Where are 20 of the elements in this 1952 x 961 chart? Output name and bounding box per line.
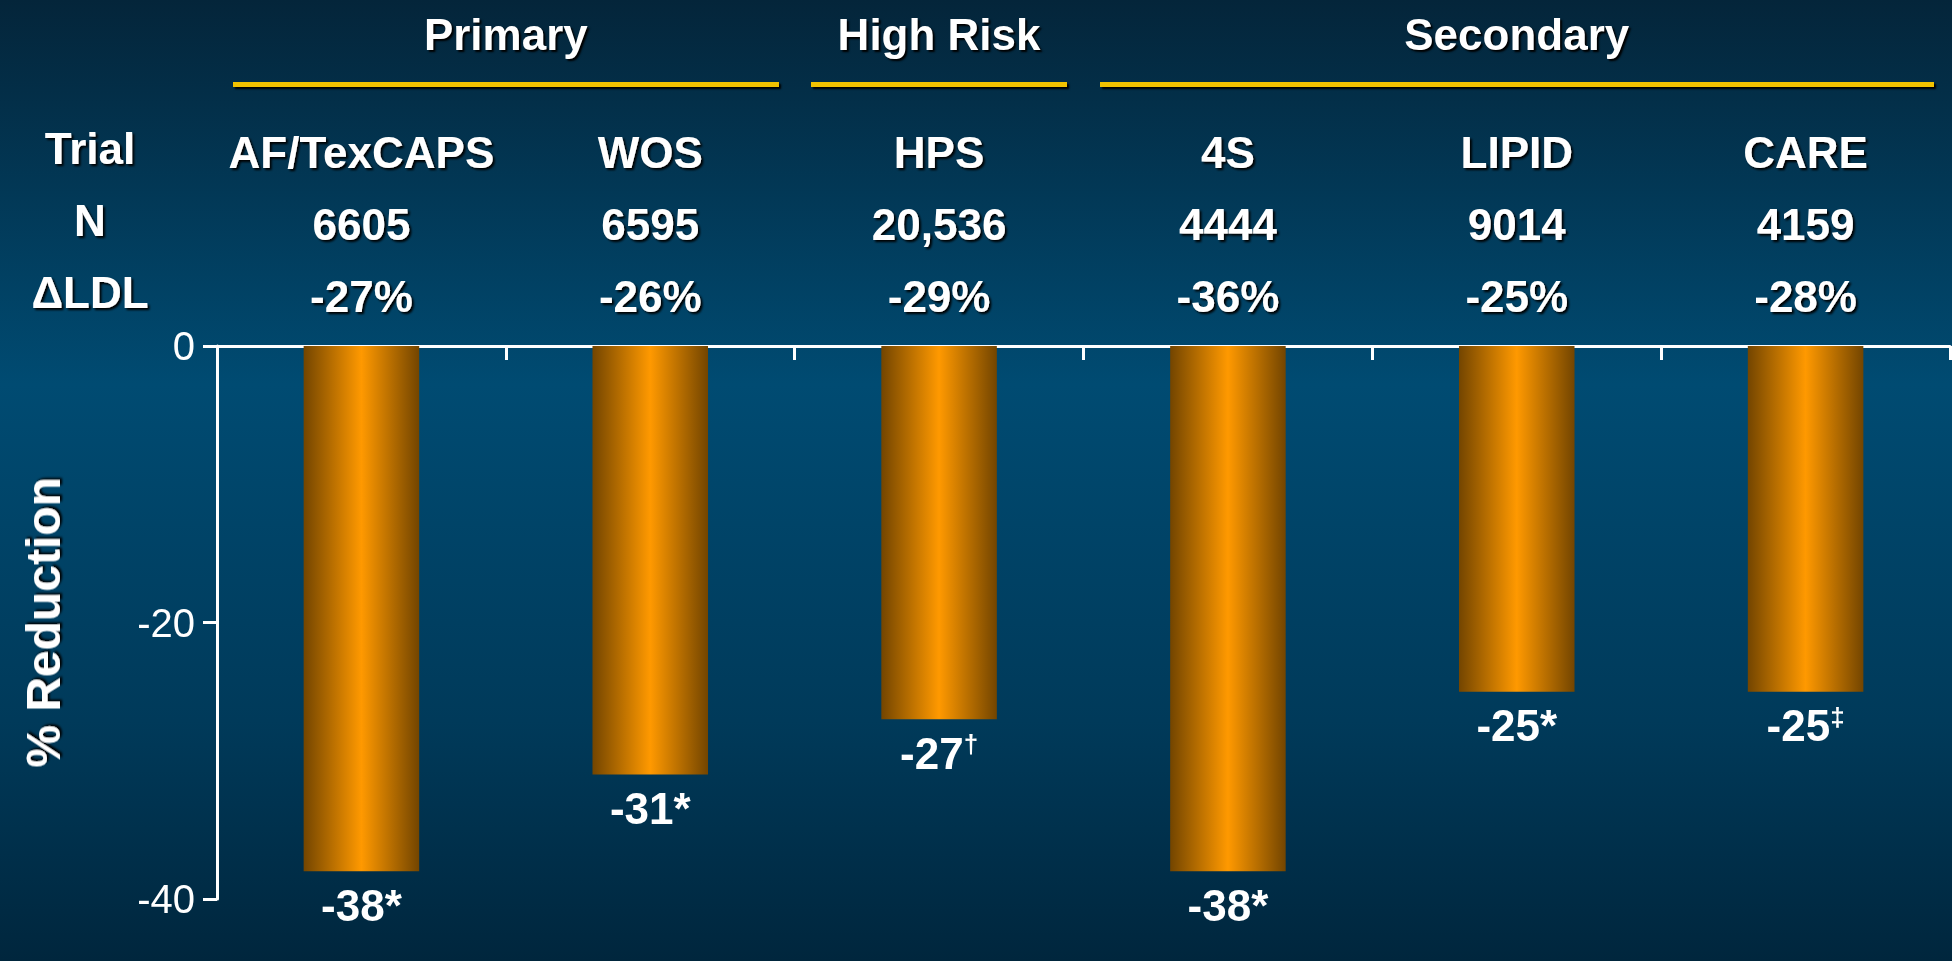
data-label: -31* <box>609 784 692 834</box>
text: High Risk <box>836 10 1042 60</box>
x-tick-label: CARE 4159 -28% <box>1743 127 1868 321</box>
text: Secondary <box>1403 10 1631 60</box>
x-tick-label: 4S 4444 -36% <box>1176 127 1280 321</box>
x-tick-label: HPS 20,536 -29% <box>871 127 1007 321</box>
y-axis-title: % Reduction <box>16 477 70 768</box>
data-label: -38* <box>1187 880 1270 930</box>
y-tick-label: -20 <box>137 600 195 645</box>
data-label: -25* <box>1476 701 1558 751</box>
data-label: -27† <box>900 728 979 778</box>
y-tick-label: -40 <box>137 877 195 921</box>
text: Primary <box>422 10 589 60</box>
text: Trial N ΔLDL <box>31 123 149 317</box>
x-tick-label: AF/TexCAPS 6605 -27% <box>228 127 495 321</box>
x-tick-label: LIPID 9014 -25% <box>1460 127 1573 321</box>
data-label: -25‡ <box>1766 701 1845 751</box>
data-label: -38* <box>321 880 403 930</box>
y-tick-label: 0 <box>172 324 195 368</box>
x-tick-label: WOS 6595 -26% <box>597 127 703 321</box>
